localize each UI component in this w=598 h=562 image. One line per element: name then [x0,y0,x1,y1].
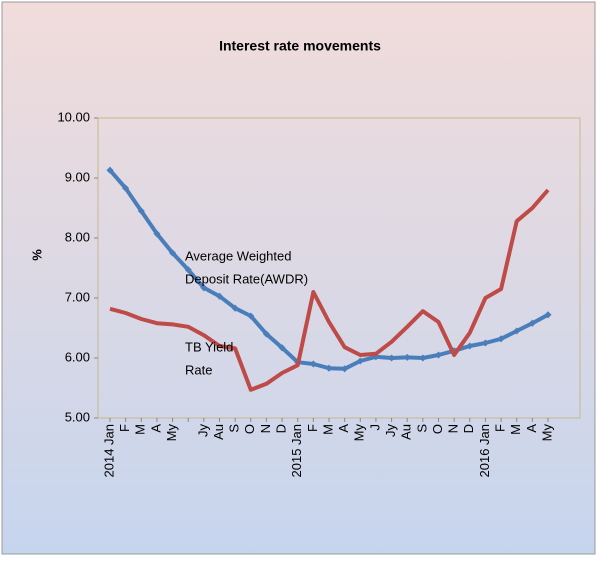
marker [200,284,208,292]
x-tick-label: S [227,424,242,433]
chart-title: Interest rate movements [219,38,381,54]
marker [513,327,521,335]
x-tick-label: My [164,424,179,442]
x-tick-label: 2015 Jan [289,424,304,478]
x-tick-label: O [242,424,257,434]
marker [403,353,411,361]
marker [106,166,114,174]
marker [231,304,239,312]
x-tick-label: D [274,424,289,433]
annotation: Average Weighted [185,248,291,263]
marker [122,184,130,192]
x-tick-label: F [117,424,132,432]
marker [215,292,224,300]
x-tick-label: F [305,424,320,432]
marker [309,360,317,368]
y-tick-label: 10.00 [57,109,90,124]
x-tick-label: A [148,424,163,433]
x-tick-label: S [414,424,429,433]
marker [153,230,161,238]
y-tick-label: 9.00 [65,169,90,184]
annotation: Deposit Rate(AWDR) [185,271,308,286]
marker [466,342,474,350]
x-tick-label: Jy [383,424,398,438]
plot-area [97,117,581,419]
x-tick-label: My [352,424,367,442]
annotation: TB Yield [185,339,233,354]
marker [247,312,255,320]
marker [497,335,505,343]
marker [184,266,192,274]
marker [325,364,333,372]
marker [544,311,552,319]
marker [341,365,349,373]
x-tick-label: N [446,424,461,433]
x-tick-label: Jy [195,424,210,438]
annotation: Rate [185,362,212,377]
marker [388,354,396,362]
x-tick-label: M [508,424,523,435]
marker [169,249,177,257]
marker [481,339,489,347]
marker [528,319,536,327]
x-tick-label: F [493,424,508,432]
y-tick-label: 5.00 [65,409,90,424]
series-line [109,188,550,392]
x-tick-label: J [367,424,382,431]
x-tick-label: 2016 Jan [477,424,492,478]
x-tick-label: Au [211,424,226,440]
x-tick-label: 2014 Jan [101,424,116,478]
x-tick-label: O [430,424,445,434]
marker [137,207,145,215]
x-tick-label: M [133,424,148,435]
x-tick-label: My [539,424,554,442]
y-tick-label: 8.00 [65,229,90,244]
x-tick-label: D [461,424,476,433]
marker [356,357,364,365]
marker [419,354,427,362]
x-tick-label: M [320,424,335,435]
x-tick-label: A [336,424,351,433]
y-tick-label: 6.00 [65,349,90,364]
marker [434,351,443,359]
x-tick-label: N [258,424,273,433]
marker [262,330,270,338]
y-axis-label: % [29,249,44,261]
x-tick-label: Au [399,424,414,440]
y-tick-label: 7.00 [65,289,90,304]
x-tick-label: A [524,424,539,433]
marker [278,344,286,352]
